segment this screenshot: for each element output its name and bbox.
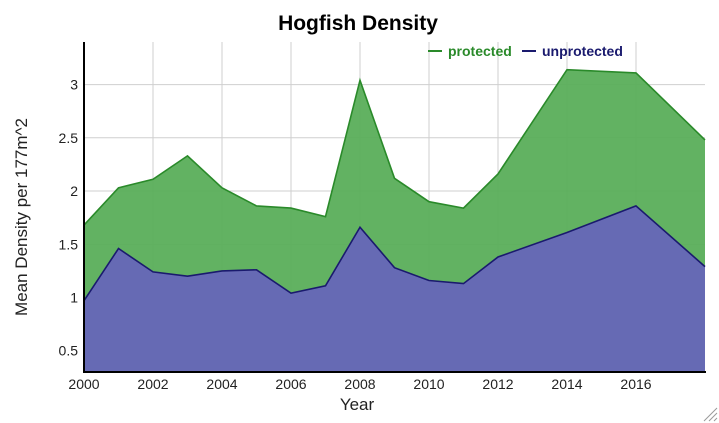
axes bbox=[83, 42, 706, 373]
y-tick-2.5: 2.5 bbox=[59, 130, 79, 146]
line-protected bbox=[83, 68, 706, 226]
y-axis-label: Mean Density per 177m^2 bbox=[12, 118, 31, 316]
x-tick-2008: 2008 bbox=[344, 376, 375, 392]
chart-title: Hogfish Density bbox=[278, 12, 438, 35]
x-tick-2002: 2002 bbox=[137, 376, 168, 392]
x-tick-2006: 2006 bbox=[275, 376, 306, 392]
area-unprotected bbox=[84, 205, 705, 372]
resize-handle-icon[interactable] bbox=[703, 407, 718, 422]
legend-label-unprotected: unprotected bbox=[542, 43, 623, 59]
series-areas bbox=[83, 68, 706, 372]
legend: protected unprotected bbox=[428, 43, 623, 59]
x-tick-labels: 2000 2002 2004 2006 2008 2010 2012 2014 2016 bbox=[68, 376, 651, 392]
y-tick-3: 3 bbox=[70, 77, 78, 93]
y-tick-1.5: 1.5 bbox=[59, 236, 79, 252]
y-tick-labels: 0.5 1 1.5 2 2.5 3 bbox=[59, 77, 79, 359]
legend-label-protected: protected bbox=[448, 43, 512, 59]
y-tick-1: 1 bbox=[70, 289, 78, 305]
x-tick-2004: 2004 bbox=[206, 376, 237, 392]
x-tick-2014: 2014 bbox=[551, 376, 582, 392]
x-tick-2012: 2012 bbox=[482, 376, 513, 392]
x-tick-2010: 2010 bbox=[413, 376, 444, 392]
x-axis-label: Year bbox=[340, 395, 375, 414]
x-tick-2000: 2000 bbox=[68, 376, 99, 392]
line-unprotected bbox=[83, 204, 706, 302]
y-tick-0.5: 0.5 bbox=[59, 343, 79, 359]
y-tick-2: 2 bbox=[70, 183, 78, 199]
x-tick-2016: 2016 bbox=[620, 376, 651, 392]
